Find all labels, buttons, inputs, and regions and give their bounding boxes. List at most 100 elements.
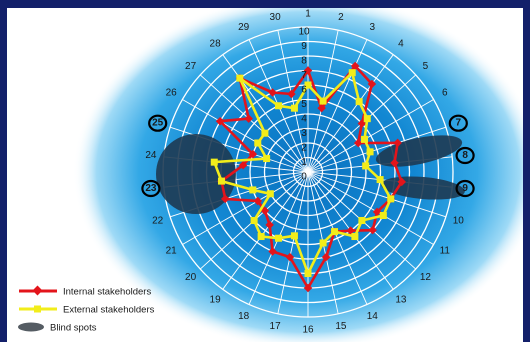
legend-item-external: External stakeholders bbox=[19, 305, 155, 316]
radial-tick-9: 9 bbox=[301, 41, 307, 52]
grid-spoke-27 bbox=[199, 74, 309, 173]
radial-tick-7: 7 bbox=[301, 70, 307, 81]
legend-swatch-blind-spots bbox=[18, 322, 44, 332]
category-labels: 1 234567891011121314151617181920212223242… bbox=[141, 9, 475, 336]
category-label-12: 12 bbox=[420, 272, 432, 283]
radial-tick-8: 8 bbox=[301, 56, 307, 67]
point-internal-17 bbox=[285, 252, 295, 262]
point-external-17 bbox=[290, 232, 298, 240]
legend-swatch-external-marker bbox=[34, 305, 41, 313]
grid-spoke-26 bbox=[182, 99, 309, 173]
category-label-9: 9 bbox=[462, 183, 468, 194]
category-label-29: 29 bbox=[238, 22, 250, 33]
point-external-26 bbox=[254, 139, 262, 147]
category-label-13: 13 bbox=[395, 294, 407, 305]
category-label-1: 1 bbox=[305, 9, 311, 20]
legend-item-internal: Internal stakeholders bbox=[19, 285, 151, 298]
category-label-8: 8 bbox=[462, 150, 468, 161]
category-label-6: 6 bbox=[442, 88, 448, 99]
category-label-17: 17 bbox=[270, 321, 282, 332]
point-external-25 bbox=[263, 155, 271, 163]
grid-spoke-11 bbox=[307, 171, 434, 245]
point-external-29 bbox=[275, 102, 283, 110]
grid-spoke-3 bbox=[307, 39, 368, 173]
point-internal-16 bbox=[303, 283, 313, 293]
highlight-circle-23 bbox=[141, 179, 161, 198]
legend-item-blind-spots: Blind spots bbox=[18, 322, 97, 334]
point-internal-25 bbox=[248, 149, 258, 159]
point-external-4 bbox=[355, 98, 363, 106]
point-internal-15 bbox=[321, 252, 331, 262]
blind-spot-7-9 bbox=[156, 134, 236, 214]
point-external-3 bbox=[348, 69, 356, 77]
point-external-1 bbox=[304, 81, 312, 89]
point-internal-1 bbox=[303, 66, 313, 75]
category-label-15: 15 bbox=[335, 321, 347, 332]
point-external-22 bbox=[249, 186, 257, 194]
radial-tick-6: 6 bbox=[301, 85, 307, 96]
category-label-10: 10 bbox=[453, 215, 465, 226]
point-external-12 bbox=[358, 217, 366, 225]
category-label-18: 18 bbox=[238, 311, 250, 322]
grid-spoke-4 bbox=[307, 54, 394, 173]
radial-tick-4: 4 bbox=[301, 114, 307, 125]
legend-label-internal: Internal stakeholders bbox=[63, 287, 151, 298]
legend-swatch-internal-marker bbox=[32, 285, 43, 296]
legend-label-blind-spots: Blind spots bbox=[50, 323, 97, 334]
grid-spoke-7 bbox=[307, 126, 447, 173]
point-external-15 bbox=[319, 239, 327, 247]
grid-spoke-21 bbox=[182, 171, 309, 245]
point-external-18 bbox=[275, 234, 283, 242]
point-internal-12 bbox=[368, 225, 377, 235]
point-external-11 bbox=[379, 212, 387, 219]
grid-spoke-19 bbox=[222, 171, 309, 290]
highlight-circle-7 bbox=[448, 114, 468, 132]
category-label-27: 27 bbox=[185, 61, 197, 72]
series-layer bbox=[210, 61, 407, 293]
legend-label-external: External stakeholders bbox=[63, 305, 155, 316]
grid-spoke-10 bbox=[307, 171, 447, 218]
grid-spoke-14 bbox=[307, 171, 368, 305]
category-label-7: 7 bbox=[456, 118, 462, 129]
point-external-13 bbox=[351, 233, 359, 241]
legend: Internal stakeholders External stakehold… bbox=[18, 285, 155, 334]
point-internal-21 bbox=[253, 196, 263, 206]
point-internal-18 bbox=[268, 247, 277, 256]
point-external-24 bbox=[210, 158, 218, 166]
point-internal-19 bbox=[265, 220, 274, 230]
radial-tick-5: 5 bbox=[301, 99, 307, 110]
category-label-11: 11 bbox=[440, 246, 451, 257]
point-internal-22 bbox=[221, 194, 230, 204]
point-external-27 bbox=[261, 129, 269, 137]
category-label-5: 5 bbox=[423, 61, 429, 72]
point-external-5 bbox=[363, 115, 371, 123]
radial-tick-3: 3 bbox=[301, 128, 307, 139]
grid-spoke-30 bbox=[277, 30, 309, 173]
highlight-circle-25 bbox=[148, 114, 168, 132]
grid-spoke-6 bbox=[307, 99, 434, 173]
point-external-10 bbox=[387, 195, 395, 203]
category-label-4: 4 bbox=[398, 39, 404, 50]
point-internal-24 bbox=[238, 160, 248, 170]
category-label-26: 26 bbox=[166, 88, 178, 99]
point-external-14 bbox=[331, 228, 339, 236]
category-label-3: 3 bbox=[370, 22, 376, 33]
point-external-8 bbox=[362, 162, 370, 170]
category-label-16: 16 bbox=[302, 325, 314, 336]
category-label-25: 25 bbox=[152, 118, 164, 129]
category-label-2: 2 bbox=[338, 12, 344, 23]
point-internal-27 bbox=[244, 114, 253, 123]
point-external-23 bbox=[217, 177, 225, 185]
point-external-7 bbox=[366, 148, 374, 156]
radial-tick-labels: 0 1 2 3 4 5 6 7 8 9 10 bbox=[298, 27, 310, 183]
point-internal-8 bbox=[390, 158, 399, 168]
category-label-19: 19 bbox=[210, 294, 222, 305]
highlight-circle-8 bbox=[455, 146, 475, 165]
category-label-20: 20 bbox=[185, 272, 197, 283]
blind-spot-25 bbox=[375, 135, 463, 167]
point-external-9 bbox=[376, 176, 384, 184]
radar-chart: 1 234567891011121314151617181920212223242… bbox=[18, 8, 523, 342]
point-external-16 bbox=[304, 270, 312, 277]
category-label-28: 28 bbox=[210, 39, 222, 50]
point-external-20 bbox=[250, 217, 258, 225]
